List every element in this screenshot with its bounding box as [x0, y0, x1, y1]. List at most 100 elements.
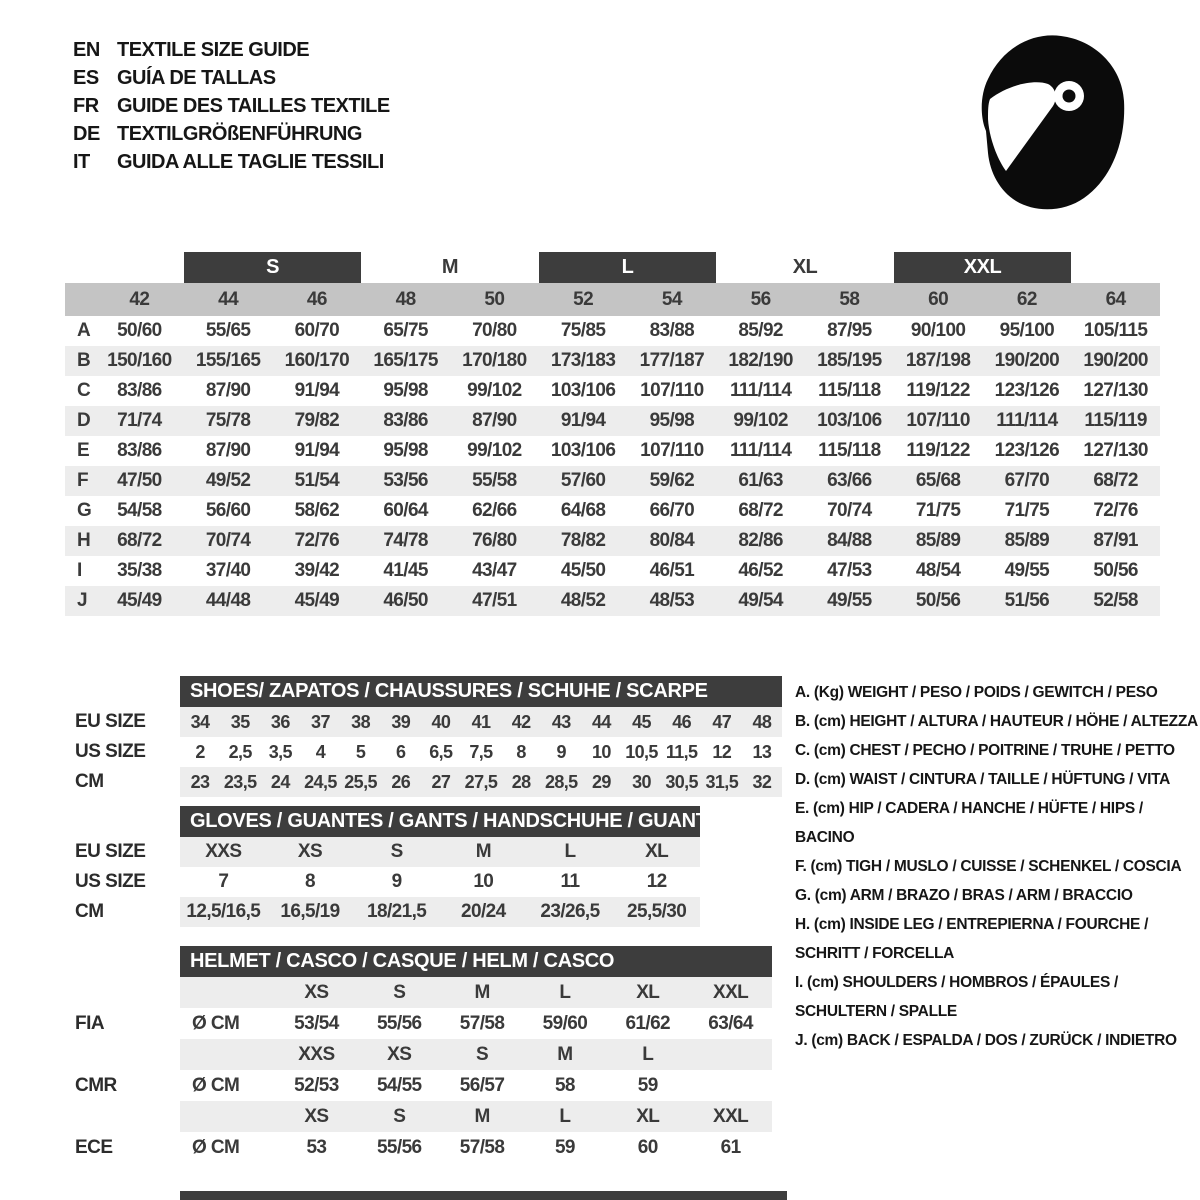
legend-entry: C. (cm) CHEST / PECHO / POITRINE / TRUHE…: [795, 742, 1175, 759]
measure-value: 47/51: [472, 590, 517, 611]
measure-row: G 54/58 56/60 58/62 60/64 62/66 64/68 66/70 68/7…: [65, 496, 1160, 526]
helmet-size: XXS: [298, 1043, 335, 1065]
size-number: 56: [750, 288, 772, 310]
row-letter: D: [77, 410, 91, 431]
cell-value: 31,5: [705, 771, 739, 792]
helmet-value: 63/64: [708, 1012, 753, 1034]
measure-row: J 45/49 44/48 45/49 46/50 47/51 48/52 48/53 49/5…: [65, 586, 1160, 616]
measure-value: 123/126: [994, 380, 1060, 401]
size-number: 62: [1016, 288, 1038, 310]
measure-value: 50/56: [915, 590, 961, 611]
helmet-value: 57/58: [459, 1012, 505, 1034]
measure-value: 71/74: [117, 410, 162, 431]
measure-value: 68/72: [1093, 470, 1138, 491]
gloves-eu-size-label: EU SIZE: [75, 841, 146, 862]
cell-value: 36: [270, 711, 290, 732]
measure-value: 51/54: [294, 470, 340, 491]
cell-value: 6: [396, 741, 406, 762]
cell-value: 40: [431, 711, 451, 732]
helmet-value: 59: [637, 1074, 659, 1096]
cell-value: 27: [431, 771, 451, 792]
measure-value: 115/119: [1084, 410, 1147, 431]
helmet-size: XS: [304, 1105, 329, 1127]
measure-value: 35/38: [117, 560, 162, 581]
cropped-section-bar: [180, 1191, 787, 1200]
cell-value: 23,5: [223, 771, 257, 792]
measure-value: 115/118: [818, 380, 881, 401]
language-code: FR: [73, 95, 99, 117]
measure-value: 87/95: [827, 320, 872, 341]
row-letter: H: [77, 530, 91, 551]
cell-value: S: [390, 841, 404, 862]
helmet-value: 61: [720, 1136, 742, 1158]
language-code: DE: [73, 123, 100, 145]
cell-value: 25,5/30: [627, 901, 687, 922]
measure-value: 87/91: [1093, 530, 1138, 551]
language-row: ES GUÍA DE TALLAS: [73, 64, 390, 92]
cell-value: 11: [560, 871, 580, 892]
measure-value: 53/56: [383, 470, 428, 491]
language-code: IT: [73, 151, 90, 173]
cell-value: 32: [752, 771, 772, 792]
textile-size-table: S M L XL XXL 42 44 46 48 50 52 54 56 58 60 62 64 A 50/60 55…: [65, 252, 1160, 616]
helmet-value: 59: [554, 1136, 576, 1158]
cell-value: 25,5: [344, 771, 377, 792]
measure-value: 37/40: [205, 560, 251, 581]
legend-entry: B. (cm) HEIGHT / ALTURA / HAUTEUR / HÖHE…: [795, 713, 1198, 730]
measure-value: 103/106: [550, 380, 616, 401]
measure-value: 76/80: [472, 530, 517, 551]
cell-value: M: [475, 841, 492, 862]
helmet-size-row: XS S M L XL XXL: [180, 977, 772, 1008]
measure-value: 111/114: [729, 440, 792, 461]
cell-value: 9: [391, 871, 403, 892]
cell-value: 38: [351, 711, 370, 732]
measure-value: 95/100: [999, 320, 1055, 341]
cell-value: 42: [511, 711, 531, 732]
measure-value: 99/102: [467, 380, 522, 401]
measure-value: 75/78: [205, 410, 251, 431]
measure-value: 107/110: [640, 380, 704, 401]
helmet-value: 56/57: [459, 1074, 505, 1096]
measure-value: 182/190: [728, 350, 793, 371]
table-row: 12,5/16,5 16,5/19 18/21,5 20/24 23/26,5 25,5/…: [180, 897, 700, 927]
measure-value: 46/51: [649, 560, 695, 581]
measure-value: 57/60: [560, 470, 606, 491]
cell-value: 24: [270, 771, 290, 792]
measure-value: 79/82: [294, 410, 340, 431]
cell-value: 10,5: [625, 741, 658, 762]
measure-value: 107/110: [906, 410, 970, 431]
measure-value: 84/88: [827, 530, 872, 551]
measure-value: 47/50: [117, 470, 162, 491]
gloves-section-header: GLOVES / GUANTES / GANTS / HANDSCHUHE / …: [180, 806, 713, 837]
measure-value: 60/70: [294, 320, 340, 341]
measure-row: I 35/38 37/40 39/42 41/45 43/47 45/50 46/51 46/5…: [65, 556, 1160, 586]
measure-value: 103/106: [817, 410, 882, 431]
helmet-size: M: [474, 1105, 490, 1127]
measure-value: 119/122: [906, 380, 970, 401]
table-row: 23 23,5 24 24,5 25,5 26 27 27,5 28 28,5 29 30 30,5 31…: [180, 767, 782, 797]
legend-entry: D. (cm) WAIST / CINTURA / TAILLE / HÜFTU…: [795, 771, 1171, 788]
helmet-size: L: [642, 1043, 654, 1065]
measure-value: 127/130: [1083, 440, 1148, 461]
measure-value: 49/55: [1004, 560, 1050, 581]
cell-value: 2,5: [228, 741, 253, 762]
measure-value: 119/122: [906, 440, 970, 461]
cell-value: 12,5/16,5: [186, 901, 261, 922]
language-row: DE TEXTILGRÖßENFÜHRUNG: [73, 120, 390, 148]
measure-value: 48/52: [560, 590, 606, 611]
cell-value: 5: [355, 741, 366, 762]
helmet-value: 53/54: [294, 1012, 339, 1034]
size-number: 48: [395, 288, 417, 310]
measure-value: 99/102: [733, 410, 788, 431]
measure-value: 50/60: [117, 320, 162, 341]
legend-entry: J. (cm) BACK / ESPALDA / DOS / ZURÜCK / …: [795, 1032, 1177, 1049]
cell-value: 48: [752, 711, 772, 732]
measure-row: A 50/60 55/65 60/70 65/75 70/80 75/85 83/88 85/9…: [65, 316, 1160, 346]
measure-value: 95/98: [383, 440, 428, 461]
measure-value: 74/78: [383, 530, 428, 551]
measure-value: 187/198: [905, 350, 971, 371]
shoes-table-body: 34 35 36 37 38 39 40 41 42 43 44 45 46 47 48 2 2,5 3,5 4 5 6…: [180, 707, 782, 797]
guide-title: TEXTILGRÖßENFÜHRUNG: [117, 123, 362, 145]
cell-value: 10: [591, 741, 611, 762]
